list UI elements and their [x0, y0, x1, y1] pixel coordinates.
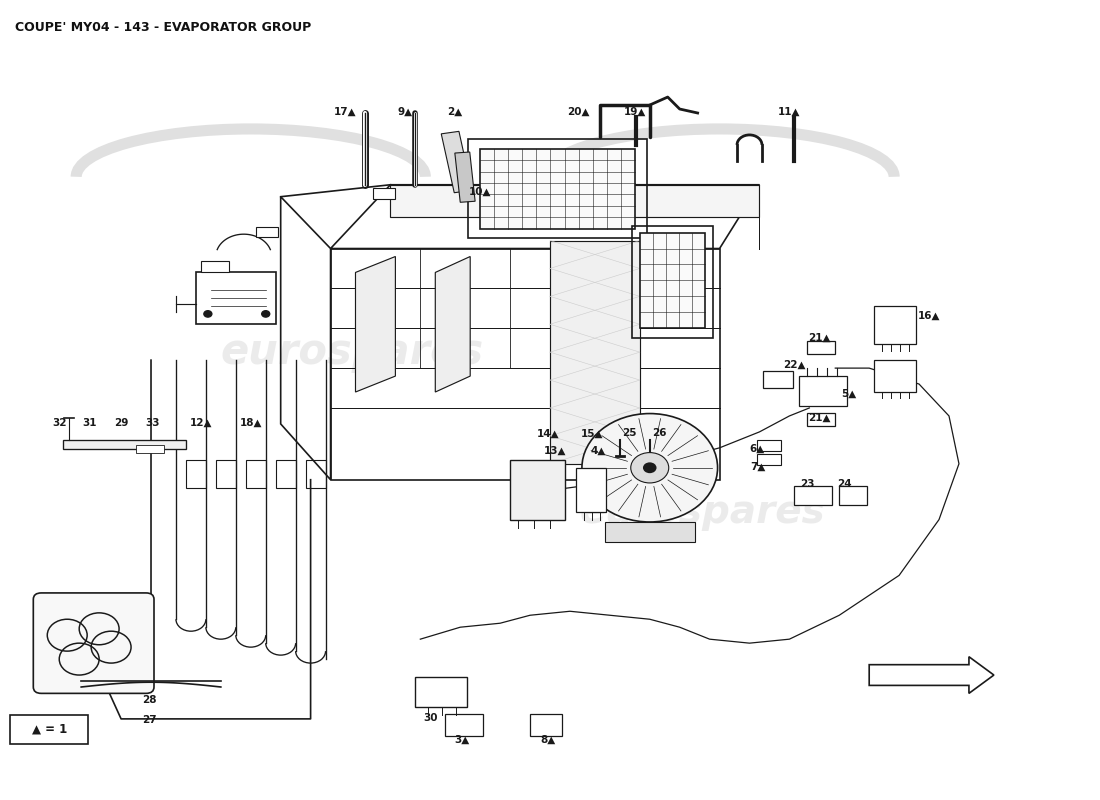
Text: 11▲: 11▲ — [778, 107, 801, 117]
Bar — [605, 522, 694, 542]
Bar — [794, 486, 833, 506]
Text: 19▲: 19▲ — [624, 107, 646, 117]
Text: 24: 24 — [837, 479, 851, 490]
Polygon shape — [640, 233, 705, 328]
Bar — [839, 486, 867, 506]
Polygon shape — [390, 185, 759, 217]
Bar — [800, 376, 847, 406]
Bar — [441, 131, 472, 193]
Bar — [530, 714, 562, 737]
Polygon shape — [481, 149, 635, 229]
Text: COUPE' MY04 - 143 - EVAPORATOR GROUP: COUPE' MY04 - 143 - EVAPORATOR GROUP — [14, 22, 311, 34]
Bar — [136, 446, 164, 454]
Bar — [874, 306, 916, 344]
Bar — [276, 460, 296, 488]
Text: 21▲: 21▲ — [808, 412, 830, 422]
Polygon shape — [63, 440, 186, 450]
Bar — [186, 460, 206, 488]
Polygon shape — [550, 241, 640, 464]
Bar — [306, 460, 326, 488]
Text: 26: 26 — [652, 428, 667, 438]
Bar — [196, 273, 276, 324]
Text: 4▲: 4▲ — [591, 446, 606, 456]
Bar — [373, 188, 395, 199]
Text: 10▲: 10▲ — [469, 186, 492, 197]
Bar — [469, 139, 647, 238]
Text: 27: 27 — [142, 715, 156, 726]
Text: 17▲: 17▲ — [334, 107, 356, 117]
Bar — [874, 360, 916, 392]
Polygon shape — [355, 257, 395, 392]
Text: eurospares: eurospares — [580, 493, 826, 530]
Text: 7▲: 7▲ — [750, 462, 766, 472]
Circle shape — [630, 453, 669, 483]
Bar — [416, 677, 468, 707]
FancyBboxPatch shape — [33, 593, 154, 694]
Circle shape — [204, 310, 212, 317]
Circle shape — [262, 310, 270, 317]
Text: 32: 32 — [52, 418, 66, 428]
Bar — [454, 152, 475, 202]
Polygon shape — [869, 657, 994, 694]
Text: eurospares: eurospares — [221, 331, 484, 373]
Text: 6▲: 6▲ — [750, 444, 766, 454]
Bar — [245, 460, 266, 488]
Bar — [576, 468, 606, 512]
Text: 15▲: 15▲ — [581, 428, 603, 438]
Text: 25: 25 — [623, 428, 637, 438]
Text: 3▲: 3▲ — [454, 734, 470, 744]
Text: 18▲: 18▲ — [240, 418, 262, 428]
Bar — [510, 460, 565, 519]
Text: 28: 28 — [142, 694, 156, 705]
Text: 30: 30 — [424, 713, 438, 723]
Text: 16▲: 16▲ — [917, 310, 940, 320]
Bar — [255, 227, 277, 237]
Polygon shape — [436, 257, 470, 392]
Text: ▲ = 1: ▲ = 1 — [32, 722, 67, 736]
Text: 22▲: 22▲ — [783, 360, 805, 370]
Bar — [446, 714, 483, 737]
Circle shape — [644, 462, 657, 473]
Bar — [631, 226, 713, 338]
Text: 33: 33 — [146, 418, 161, 428]
Text: 20▲: 20▲ — [566, 107, 590, 117]
Text: 21▲: 21▲ — [808, 333, 830, 342]
Bar — [758, 440, 781, 451]
Bar — [216, 460, 235, 488]
Text: 13▲: 13▲ — [543, 446, 566, 456]
Text: 5▲: 5▲ — [842, 389, 857, 398]
Bar — [807, 413, 835, 426]
Bar — [763, 370, 793, 388]
Text: 8▲: 8▲ — [540, 734, 556, 744]
Text: 14▲: 14▲ — [537, 428, 559, 438]
Text: 31: 31 — [81, 418, 97, 428]
Bar — [201, 262, 229, 273]
Text: 23: 23 — [800, 479, 815, 490]
Bar — [807, 341, 835, 354]
Text: 2▲: 2▲ — [448, 107, 463, 117]
Text: 12▲: 12▲ — [189, 418, 212, 428]
Text: 29: 29 — [114, 418, 129, 428]
Bar — [758, 454, 781, 466]
Text: 9▲: 9▲ — [398, 107, 412, 117]
Circle shape — [582, 414, 717, 522]
